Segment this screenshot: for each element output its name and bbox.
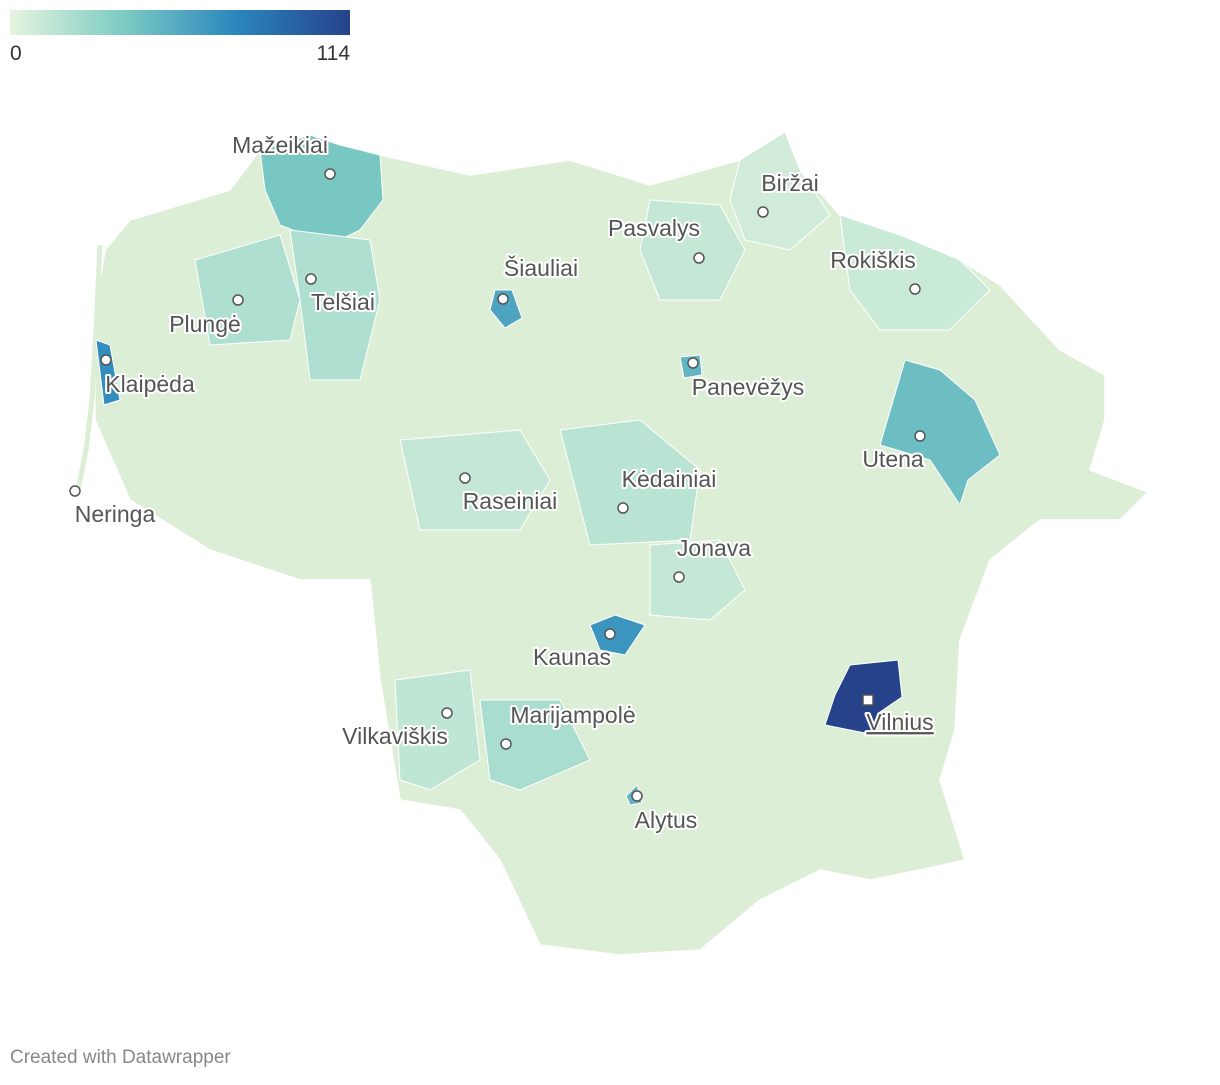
region	[479, 699, 591, 791]
city-marker	[324, 168, 336, 180]
city-label: Vilnius	[866, 709, 933, 735]
city-marker	[757, 206, 769, 218]
capital-marker	[862, 694, 874, 706]
region	[399, 429, 551, 531]
city-marker	[909, 283, 921, 295]
city-label: Plungė	[169, 311, 241, 337]
legend-max: 114	[317, 42, 351, 65]
city-label: Jonava	[677, 535, 751, 561]
city-label: Rokiškis	[830, 247, 916, 273]
region	[589, 614, 646, 656]
city-marker	[604, 628, 616, 640]
city-label: Mažeikiai	[232, 132, 328, 158]
city-marker	[441, 707, 453, 719]
city-label: Šiauliai	[504, 254, 578, 281]
city-marker	[914, 430, 926, 442]
city-label: Alytus	[635, 807, 698, 833]
city-marker	[673, 571, 685, 583]
city-label: Vilkaviškis	[342, 723, 448, 749]
city-label: Telšiai	[311, 289, 375, 315]
city-label: Pasvalys	[608, 215, 700, 241]
city-marker	[69, 485, 81, 497]
region	[839, 214, 991, 331]
region	[649, 539, 746, 621]
city-marker	[617, 502, 629, 514]
city-label: Kaunas	[533, 644, 611, 670]
city-label: Raseiniai	[463, 488, 558, 514]
city-marker	[500, 738, 512, 750]
city-label: Kėdainiai	[622, 466, 717, 492]
city-label: Neringa	[75, 501, 156, 527]
city-marker	[232, 294, 244, 306]
city-label: Biržai	[761, 170, 819, 196]
city-label: Marijampolė	[510, 702, 635, 728]
region	[194, 234, 301, 346]
city-marker	[631, 790, 643, 802]
city-marker	[459, 472, 471, 484]
region	[394, 669, 481, 791]
legend-min: 0	[10, 42, 22, 65]
city-label: Klaipėda	[105, 371, 195, 397]
footer: Created with Datawrapper	[10, 1047, 231, 1068]
city-label: Utena	[862, 446, 924, 472]
legend-gradient	[10, 10, 350, 35]
region	[259, 134, 384, 246]
city-marker	[693, 252, 705, 264]
region	[879, 359, 1001, 507]
city-marker	[687, 357, 699, 369]
city-marker	[305, 273, 317, 285]
region	[639, 199, 746, 301]
city-marker	[497, 293, 509, 305]
curonian-spit	[75, 244, 103, 491]
region	[559, 419, 701, 546]
city-marker	[100, 354, 112, 366]
city-label: Panevėžys	[692, 374, 805, 400]
region	[729, 131, 831, 251]
